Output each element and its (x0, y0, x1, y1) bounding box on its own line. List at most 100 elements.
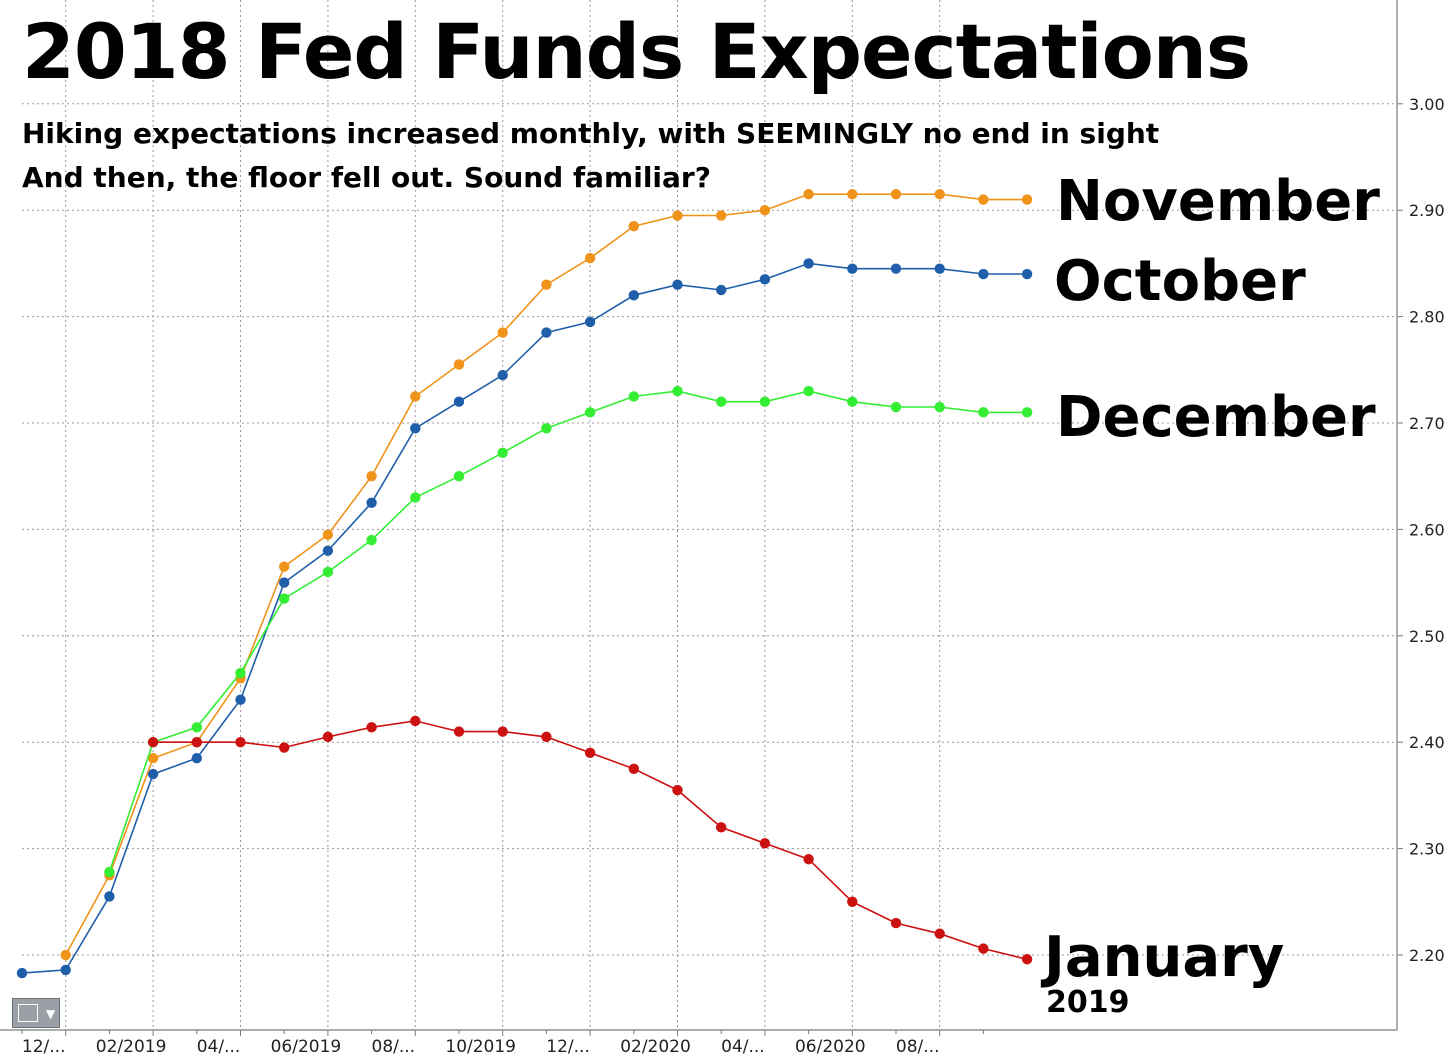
data-point-january (322, 731, 334, 743)
data-point-december (890, 401, 902, 413)
data-point-november (60, 949, 71, 961)
data-point-january (978, 943, 989, 954)
data-point-december (672, 385, 683, 397)
data-point-january (410, 715, 421, 727)
data-point-october (847, 263, 858, 274)
data-point-november (279, 561, 290, 572)
data-point-january (147, 737, 159, 748)
data-point-october (541, 327, 552, 338)
data-point-december (716, 396, 727, 407)
data-point-october (410, 423, 421, 434)
x-tick-label: 06/2019 (271, 1037, 342, 1056)
x-tick-label: 12/... (22, 1037, 66, 1056)
data-point-october (235, 694, 246, 705)
y-tick-label: 2.20 (1409, 946, 1445, 965)
data-point-october (978, 268, 989, 280)
data-point-november (497, 327, 508, 338)
data-point-january (366, 722, 377, 733)
series-label-december: December (1056, 385, 1376, 450)
data-point-october (672, 279, 683, 290)
data-point-december (279, 593, 290, 604)
data-point-october (759, 274, 771, 285)
data-point-december (759, 396, 771, 407)
data-point-october (803, 258, 814, 269)
data-point-december (847, 396, 858, 407)
data-point-january (672, 784, 683, 796)
data-point-november (366, 471, 377, 482)
data-point-january (847, 896, 858, 907)
data-point-october (934, 263, 945, 274)
data-point-november (453, 359, 465, 370)
data-point-november (672, 210, 683, 221)
data-point-october (716, 284, 727, 296)
data-point-january (453, 726, 465, 737)
data-point-november (716, 210, 727, 221)
data-point-january (759, 838, 771, 849)
data-point-october (890, 263, 902, 274)
series-line-october (21, 262, 1028, 974)
data-point-january (628, 763, 639, 774)
data-point-october (584, 316, 596, 328)
y-tick-label: 2.40 (1409, 733, 1445, 752)
data-point-december (628, 391, 639, 402)
data-point-november (759, 205, 771, 216)
data-point-december (541, 423, 552, 434)
data-point-december (104, 866, 115, 878)
data-point-october (497, 369, 508, 381)
chevron-down-icon: ▼ (46, 1007, 56, 1021)
data-point-october (104, 891, 115, 902)
data-point-december (1021, 407, 1033, 418)
data-point-november (410, 391, 421, 402)
data-point-october (1021, 268, 1033, 280)
data-point-october (60, 964, 71, 976)
data-point-january (716, 822, 727, 833)
data-point-january (1021, 954, 1033, 965)
chart-title: 2018 Fed Funds Expectations (22, 7, 1251, 96)
x-tick-label: 02/2019 (96, 1037, 167, 1056)
x-tick-label: 08/... (896, 1037, 940, 1056)
chart-line-icon (18, 1004, 38, 1022)
data-point-january (541, 731, 552, 743)
data-point-november (584, 252, 596, 264)
y-tick-label: 2.60 (1409, 520, 1445, 539)
x-tick-label: 04/... (197, 1037, 241, 1056)
data-point-december (191, 722, 202, 733)
data-point-november (147, 752, 159, 764)
data-point-december (322, 566, 334, 578)
data-point-december (584, 407, 596, 418)
data-point-december (978, 407, 989, 418)
x-tick-label: 06/2020 (795, 1037, 866, 1056)
series-label-november: November (1056, 169, 1380, 234)
data-point-november (890, 189, 902, 200)
chart-tool-button[interactable]: ▼ (12, 998, 60, 1028)
x-tick-label: 02/2020 (620, 1037, 691, 1056)
series-label-october: October (1054, 249, 1306, 314)
data-point-december (410, 492, 421, 503)
chart-subtitle-line-2: And then, the floor fell out. Sound fami… (22, 161, 711, 194)
data-point-october (147, 768, 159, 780)
x-tick-label: 08/... (372, 1037, 416, 1056)
data-point-january (584, 747, 596, 759)
data-point-october (279, 577, 290, 588)
x-tick-label: 10/2019 (445, 1037, 516, 1056)
data-point-november (628, 220, 639, 232)
data-point-november (1021, 194, 1033, 205)
data-point-december (497, 447, 508, 458)
data-point-november (541, 279, 552, 290)
y-tick-label: 2.70 (1409, 414, 1445, 433)
data-point-january (890, 917, 902, 929)
chart-subtitle-line-1: Hiking expectations increased monthly, w… (22, 117, 1160, 150)
data-point-november (978, 194, 989, 205)
data-point-october (628, 290, 639, 301)
data-point-january (803, 854, 814, 865)
data-point-october (366, 497, 377, 508)
data-point-october (191, 752, 202, 764)
data-point-october (16, 967, 28, 979)
data-point-november (322, 529, 334, 540)
year-note: 2019 (1046, 985, 1130, 1020)
y-tick-label: 2.80 (1409, 308, 1445, 327)
data-point-november (847, 189, 858, 200)
y-tick-label: 3.00 (1409, 95, 1445, 114)
data-point-november (803, 189, 814, 200)
